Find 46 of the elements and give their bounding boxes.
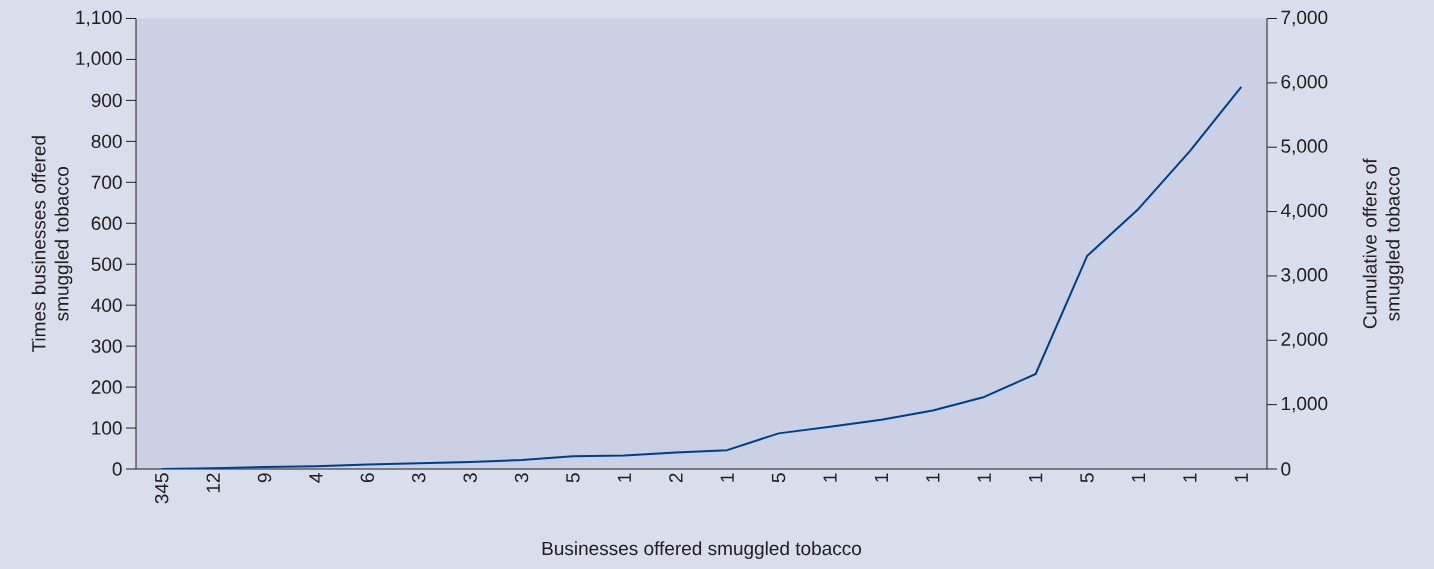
y-tick-label: 500 bbox=[91, 257, 122, 271]
y-tick-label: 400 bbox=[91, 298, 122, 312]
y-tick-label: 0 bbox=[112, 462, 122, 476]
x-axis-title: Businesses offered smuggled tobacco bbox=[542, 541, 862, 559]
x-tick-label: 3 bbox=[514, 473, 529, 483]
x-tick-label: 1 bbox=[823, 473, 837, 482]
x-tick-label: 1 bbox=[1234, 473, 1248, 482]
y2-tick-label: 5,000 bbox=[1281, 139, 1328, 156]
x-tick-label: 1 bbox=[1131, 473, 1145, 482]
line-series bbox=[160, 85, 1243, 469]
x-tick-label: 6 bbox=[360, 473, 375, 483]
y-tick-label: 1,100 bbox=[76, 10, 122, 27]
y2-tick-label: 6,000 bbox=[1281, 75, 1328, 91]
x-tick-label: 1 bbox=[926, 473, 940, 482]
y-tick-label: 700 bbox=[91, 175, 122, 190]
x-tick-label: 5 bbox=[771, 473, 786, 483]
x-tick-label: 1 bbox=[617, 473, 631, 482]
x-tick-label: 12 bbox=[206, 473, 220, 493]
y-tick-label: 300 bbox=[91, 339, 122, 353]
y-tick-label: 200 bbox=[91, 380, 122, 394]
x-tick-label: 5 bbox=[566, 473, 580, 483]
y-tick-label: 100 bbox=[92, 421, 122, 435]
x-tick-label: 1 bbox=[720, 473, 734, 482]
y-tick-label: 600 bbox=[91, 216, 122, 230]
y2-tick-label: 7,000 bbox=[1281, 10, 1328, 27]
y2-tick-label: 2,000 bbox=[1281, 332, 1328, 349]
x-tick-label: 2 bbox=[669, 473, 683, 483]
x-tick-label: 1 bbox=[1029, 473, 1043, 482]
y2-axis-title: Cumulative offers of smuggled tobacco bbox=[1362, 158, 1404, 329]
x-tick-label: 1 bbox=[977, 473, 991, 482]
y2-tick-label: 1,000 bbox=[1281, 396, 1328, 413]
x-tick-label: 1 bbox=[1183, 473, 1197, 482]
y2-tick-label: 3,000 bbox=[1281, 268, 1328, 284]
x-tick-label: 3 bbox=[463, 473, 477, 483]
y-axis-title: Times businesses offered smuggled tobacco bbox=[31, 136, 73, 353]
y2-tick-label: 0 bbox=[1281, 462, 1291, 476]
x-tick-label: 4 bbox=[309, 473, 323, 483]
x-tick-label: 345 bbox=[154, 473, 169, 504]
y-tick-label: 1,000 bbox=[76, 51, 122, 68]
y2-tick-label: 4,000 bbox=[1280, 203, 1328, 220]
y-tick-label: 900 bbox=[91, 93, 122, 108]
y-tick-label: 800 bbox=[91, 134, 122, 149]
x-tick-label: 9 bbox=[257, 473, 272, 483]
x-tick-label: 5 bbox=[1080, 473, 1094, 483]
x-tick-label: 3 bbox=[412, 473, 426, 483]
x-tick-label: 1 bbox=[874, 473, 888, 482]
